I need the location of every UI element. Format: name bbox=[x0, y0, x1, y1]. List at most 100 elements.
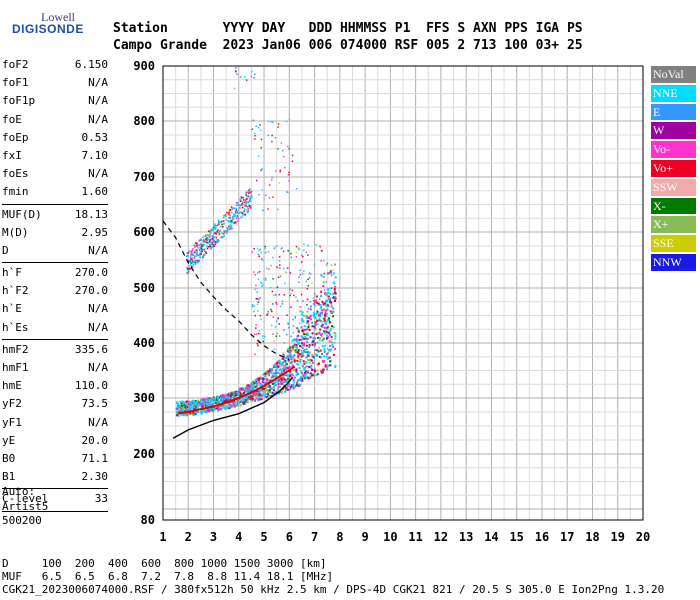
echo-point bbox=[297, 355, 300, 358]
y-tick-label: 900 bbox=[133, 59, 155, 73]
echo-point bbox=[239, 393, 242, 396]
echo-point bbox=[225, 398, 228, 401]
echo-point bbox=[301, 273, 304, 275]
echo-point bbox=[324, 364, 327, 367]
echo-point bbox=[228, 211, 230, 214]
echo-point bbox=[325, 355, 328, 358]
echo-point bbox=[234, 393, 237, 396]
echo-point bbox=[238, 401, 241, 404]
echo-point bbox=[316, 369, 319, 372]
echo-point bbox=[302, 300, 304, 302]
x-tick-label: 4 bbox=[235, 530, 242, 544]
echo-point bbox=[300, 293, 303, 296]
echo-point bbox=[206, 405, 209, 408]
echo-point bbox=[301, 342, 304, 345]
legend-item-vo: Vo- bbox=[651, 141, 696, 158]
echo-point bbox=[203, 254, 206, 256]
echo-point bbox=[268, 379, 271, 382]
echo-point bbox=[290, 348, 293, 351]
param-value: N/A bbox=[88, 302, 108, 316]
echo-point bbox=[333, 282, 336, 285]
echo-point bbox=[324, 329, 327, 332]
echo-point bbox=[305, 365, 308, 368]
echo-point bbox=[280, 248, 282, 250]
echo-point bbox=[258, 377, 261, 380]
echo-point bbox=[236, 220, 239, 222]
echo-point bbox=[300, 313, 303, 316]
echo-point bbox=[313, 368, 316, 371]
param-row: fmin 1.60 bbox=[2, 185, 108, 203]
echo-point bbox=[217, 219, 220, 222]
echo-point bbox=[208, 402, 211, 405]
echo-point bbox=[300, 254, 303, 256]
echo-point bbox=[305, 316, 308, 319]
echo-point bbox=[320, 274, 323, 277]
x-tick-label: 16 bbox=[535, 530, 549, 544]
echo-point bbox=[188, 250, 191, 252]
param-row: foEp 0.53 bbox=[2, 131, 108, 149]
param-value: N/A bbox=[88, 415, 108, 429]
echo-point bbox=[254, 379, 257, 382]
auto-artist: Artist5 bbox=[2, 499, 49, 513]
echo-point bbox=[299, 273, 302, 276]
echo-point bbox=[307, 284, 310, 287]
echo-point bbox=[192, 248, 194, 250]
echo-point bbox=[329, 270, 332, 273]
echo-point bbox=[242, 391, 245, 394]
echo-point bbox=[197, 401, 200, 404]
echo-point bbox=[253, 382, 256, 385]
echo-point bbox=[318, 336, 321, 339]
echo-point bbox=[205, 233, 207, 236]
param-name: B0 bbox=[2, 451, 16, 465]
echo-point bbox=[303, 348, 306, 351]
echo-point bbox=[252, 119, 255, 121]
echo-point bbox=[250, 396, 253, 399]
echo-point bbox=[203, 403, 206, 406]
echo-point bbox=[326, 368, 329, 371]
param-separator bbox=[2, 510, 108, 512]
echo-point bbox=[309, 375, 312, 378]
echo-point bbox=[304, 335, 307, 338]
echo-point bbox=[255, 382, 258, 385]
echo-point bbox=[315, 333, 318, 336]
echo-point bbox=[212, 229, 215, 231]
echo-point bbox=[321, 300, 324, 303]
echo-point bbox=[238, 198, 241, 201]
echo-point bbox=[332, 307, 335, 310]
echo-point bbox=[264, 251, 267, 254]
logo-lowell: Lowell bbox=[41, 10, 75, 24]
echo-point bbox=[255, 394, 258, 397]
echo-point bbox=[281, 363, 284, 366]
echo-point bbox=[223, 406, 226, 409]
echo-point bbox=[285, 271, 287, 274]
echo-point bbox=[275, 302, 277, 304]
echo-point bbox=[325, 281, 328, 283]
echo-point bbox=[215, 236, 217, 239]
echo-point bbox=[299, 310, 302, 313]
echo-point bbox=[303, 366, 306, 369]
echo-point bbox=[253, 247, 255, 250]
echo-point bbox=[210, 397, 213, 400]
echo-point bbox=[288, 326, 290, 329]
echo-point bbox=[214, 243, 217, 246]
param-name: h`F bbox=[2, 266, 22, 280]
echo-point bbox=[309, 301, 312, 303]
echo-point bbox=[235, 70, 237, 73]
echo-point bbox=[246, 211, 249, 214]
echo-point bbox=[299, 358, 302, 361]
echo-point bbox=[267, 134, 270, 137]
echo-point bbox=[308, 365, 311, 368]
echo-point bbox=[206, 410, 209, 413]
echo-point bbox=[324, 344, 327, 347]
echo-point bbox=[334, 364, 337, 367]
echo-point bbox=[292, 318, 294, 321]
echo-point bbox=[319, 328, 322, 331]
echo-point bbox=[202, 235, 205, 238]
echo-point bbox=[297, 339, 300, 342]
echo-point bbox=[276, 266, 278, 268]
echo-point bbox=[188, 266, 190, 269]
echo-point bbox=[229, 217, 232, 219]
echo-point bbox=[234, 396, 237, 399]
echo-point bbox=[199, 249, 201, 252]
echo-point bbox=[188, 403, 191, 406]
